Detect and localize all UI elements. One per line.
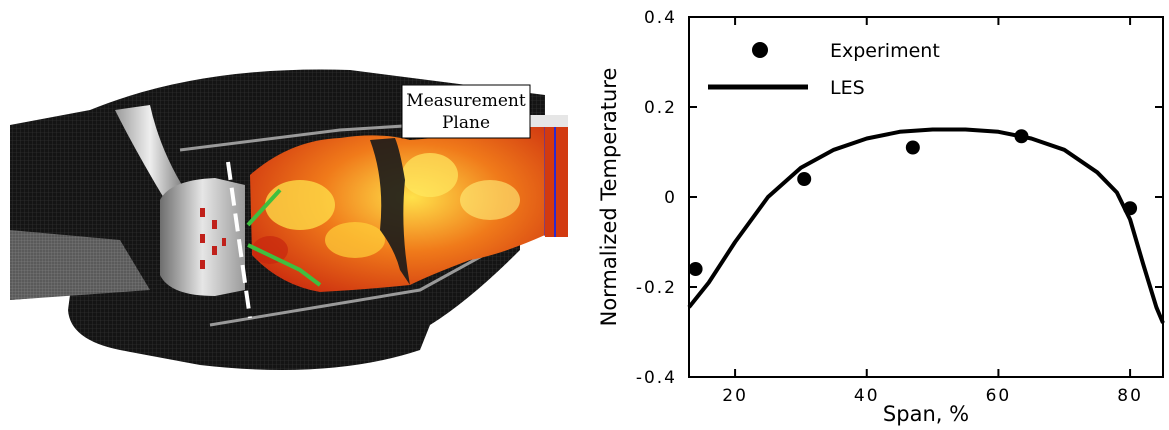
flame-blob <box>252 236 288 264</box>
data-point-experiment <box>905 140 920 155</box>
annotation-box <box>401 84 531 139</box>
x-tick-label: 20 <box>722 386 748 406</box>
series-layer <box>687 127 1165 324</box>
annotation-line2: Plane <box>442 113 490 133</box>
data-point-experiment <box>688 262 703 276</box>
fuel-spray <box>246 188 322 287</box>
legend-label-experiment: Experiment <box>830 40 940 62</box>
x-tick-label: 40 <box>854 386 880 406</box>
legend-marker-experiment <box>752 42 768 58</box>
data-point-experiment <box>797 172 812 186</box>
flame-blob <box>460 180 520 220</box>
inlet-mesh <box>10 230 150 300</box>
y-tick-label: -0.4 <box>636 368 677 388</box>
x-axis: 20 40 60 80 <box>722 17 1143 406</box>
exit-flow <box>545 127 568 237</box>
legend: Experiment LES <box>708 40 940 99</box>
flame-blob <box>325 222 385 258</box>
combustor-simulation-image: Measurement Plane <box>0 0 580 426</box>
y-tick-label: 0.2 <box>644 98 677 118</box>
y-tick-label: -0.2 <box>636 278 677 298</box>
y-tick-label: 0.4 <box>644 8 677 28</box>
flame-blob <box>265 180 335 230</box>
x-tick-label: 80 <box>1117 386 1143 406</box>
y-axis: 0.4 0.2 0 -0.2 -0.4 <box>636 8 1163 388</box>
unburnt-pocket <box>370 138 410 285</box>
x-axis-title: Span, % <box>883 402 969 426</box>
series-line-les <box>687 127 1165 324</box>
plot-frame <box>688 16 1164 378</box>
y-tick-label: 0 <box>664 188 677 208</box>
legend-label-les: LES <box>830 77 865 99</box>
combustor-render: Measurement Plane <box>10 69 568 370</box>
liner-bottom-wall <box>209 233 521 327</box>
exit-lip <box>530 115 568 127</box>
temperature-chart: 20 40 60 80 0.4 0.2 0 -0.2 -0.4 Span, % Normali… <box>590 0 1169 426</box>
dome-plane-line <box>226 161 252 319</box>
swirler-vanes <box>200 208 226 269</box>
annotation-line1: Measurement <box>406 91 526 111</box>
inlet-duct <box>115 105 185 200</box>
y-axis-title: Normalized Temperature <box>597 68 621 327</box>
chart-svg: 20 40 60 80 0.4 0.2 0 -0.2 -0.4 Span, % Normali… <box>597 8 1165 426</box>
x-tick-label: 60 <box>986 386 1012 406</box>
flame-blob <box>402 153 458 197</box>
